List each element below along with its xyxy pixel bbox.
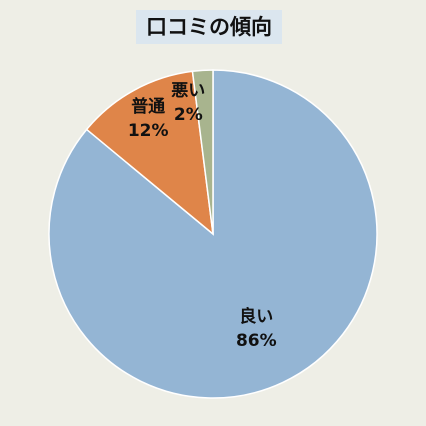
- slice-label-1: 良い: [239, 306, 273, 327]
- slice-value-label-3: 2%: [174, 105, 203, 125]
- slice-label-3: 悪い: [171, 81, 205, 101]
- slice-value-label-2: 12%: [128, 121, 169, 141]
- slice-label-2: 普通: [131, 96, 165, 117]
- chart-title: 口コミの傾向: [136, 10, 282, 44]
- pie-slice-2: [85, 70, 214, 236]
- slice-value-label-1: 86%: [236, 331, 277, 351]
- pie-slice-3: [191, 69, 214, 235]
